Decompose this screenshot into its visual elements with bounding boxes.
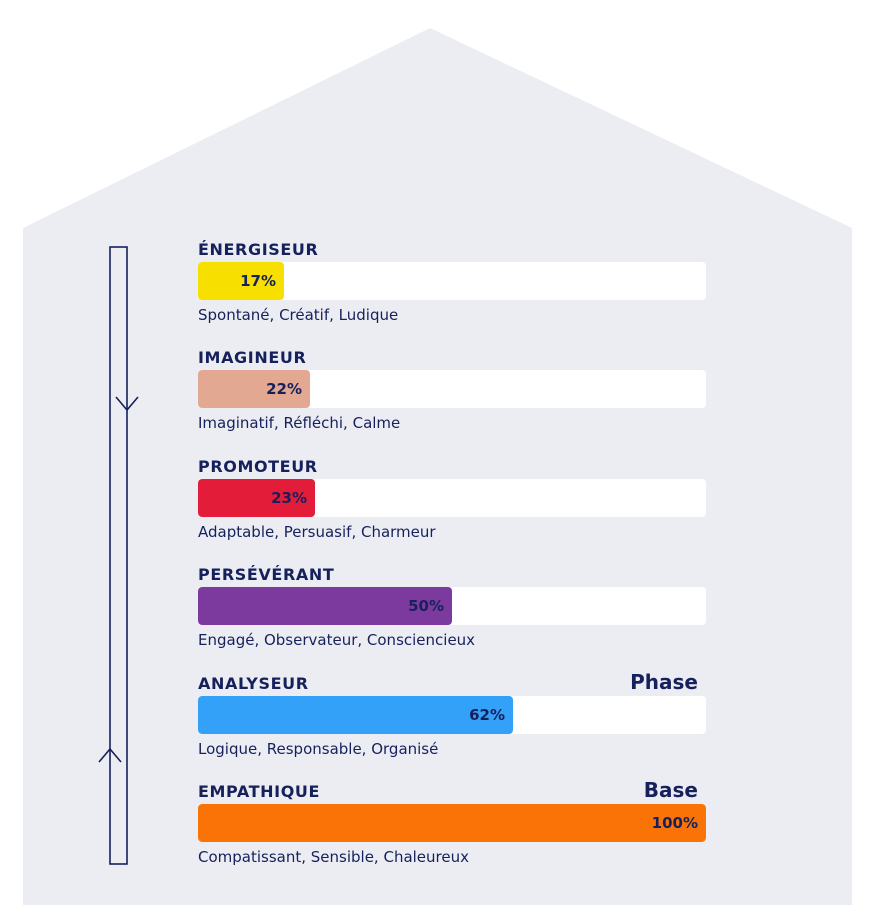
bar-value-label: 62% <box>469 706 505 724</box>
bar-value-label: 17% <box>240 272 276 290</box>
bar-row: EMPATHIQUE Base 100% Compatissant, Sensible… <box>198 778 706 868</box>
bar-row: ANALYSEUR Phase 62% Logique, Responsable, O… <box>198 670 706 760</box>
axis-bar <box>109 246 128 865</box>
bar: 100% <box>198 804 706 842</box>
row-tag-label: Base <box>643 778 698 802</box>
bar-track: 50% <box>198 587 706 625</box>
bar-value-label: 100% <box>651 814 698 832</box>
bar-value-label: 50% <box>408 597 444 615</box>
category-label: IMAGINEUR <box>198 348 307 367</box>
bar-value-label: 22% <box>266 380 302 398</box>
bar-row: PROMOTEUR 23% Adaptable, Persuasif, Charme… <box>198 457 706 543</box>
bar-track: 23% <box>198 479 706 517</box>
bar-track: 62% <box>198 696 706 734</box>
category-label: ÉNERGISEUR <box>198 240 319 259</box>
category-description: Logique, Responsable, Organisé <box>198 740 439 758</box>
bar-track: 22% <box>198 370 706 408</box>
bar-value-label: 23% <box>271 489 307 507</box>
category-description: Engagé, Observateur, Consciencieux <box>198 631 476 649</box>
bar-row: IMAGINEUR 22% Imaginatif, Réfléchi, Calme <box>198 348 706 434</box>
category-description: Imaginatif, Réfléchi, Calme <box>198 414 401 432</box>
bar-row: PERSÉVÉRANT 50% Engagé, Observateur, Consc… <box>198 565 706 651</box>
category-label: ANALYSEUR <box>198 674 309 693</box>
category-description: Spontané, Créatif, Ludique <box>198 306 399 324</box>
category-label: EMPATHIQUE <box>198 782 321 801</box>
row-tag-label: Phase <box>630 670 698 694</box>
bar-track: 100% <box>198 804 706 842</box>
bar: 62% <box>198 696 513 734</box>
bar: 23% <box>198 479 315 517</box>
category-description: Compatissant, Sensible, Chaleureux <box>198 848 469 866</box>
house-shape <box>23 28 852 905</box>
category-description: Adaptable, Persuasif, Charmeur <box>198 523 436 541</box>
bar-row: ÉNERGISEUR 17% Spontané, Créatif, Ludique <box>198 240 706 326</box>
bar: 17% <box>198 262 284 300</box>
up-arrow-icon <box>98 747 122 763</box>
bar-track: 17% <box>198 262 706 300</box>
category-label: PROMOTEUR <box>198 457 318 476</box>
bar: 50% <box>198 587 452 625</box>
bar: 22% <box>198 370 310 408</box>
down-arrow-icon <box>115 396 139 412</box>
category-label: PERSÉVÉRANT <box>198 565 335 584</box>
